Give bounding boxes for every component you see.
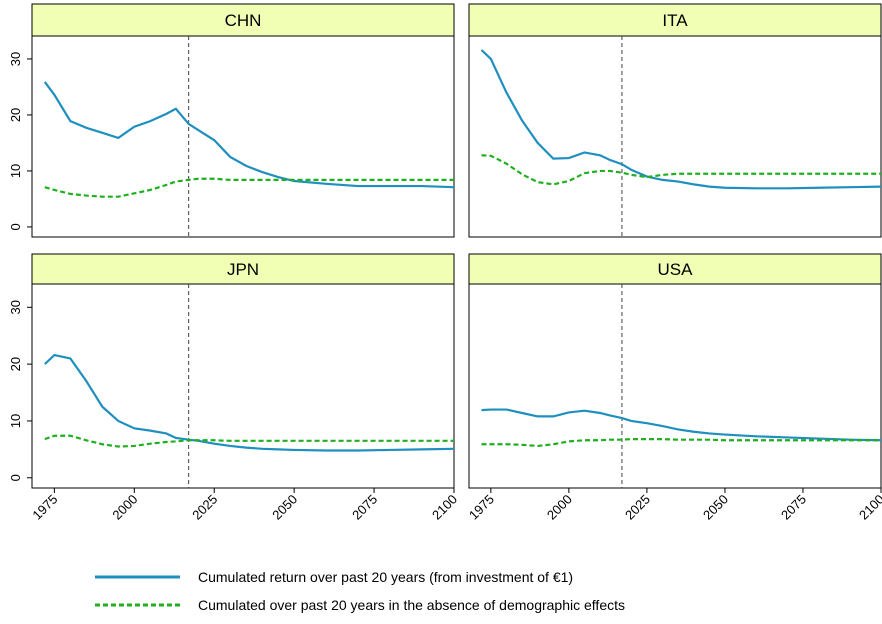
legend-label: Cumulated over past 20 years in the abse… xyxy=(198,597,625,613)
x-tick-label: 2025 xyxy=(189,492,220,523)
x-tick-label: 2100 xyxy=(856,492,882,523)
plot-frame xyxy=(468,35,882,238)
x-tick-label: 2000 xyxy=(109,492,140,523)
series-line xyxy=(43,81,455,189)
panel-header xyxy=(468,3,882,37)
series-line xyxy=(480,49,882,190)
series-line xyxy=(481,438,881,448)
panel-title: CHN xyxy=(225,11,262,30)
y-tick-label: 20 xyxy=(8,108,23,122)
y-tick-label: 30 xyxy=(8,300,23,314)
panel-header xyxy=(468,253,882,285)
series-line xyxy=(44,177,454,198)
legend-label: Cumulated return over past 20 years (fro… xyxy=(198,569,573,585)
x-tick-label: 1975 xyxy=(29,492,60,523)
x-tick-label: 2075 xyxy=(349,492,380,523)
y-tick-label: 0 xyxy=(8,474,23,481)
x-tick-label: 1975 xyxy=(466,492,497,523)
plot-frame xyxy=(468,283,882,489)
y-tick-label: 10 xyxy=(8,414,23,428)
plot-frame xyxy=(31,283,455,489)
y-tick-label: 30 xyxy=(8,52,23,66)
x-tick-label: 2075 xyxy=(778,492,809,523)
x-tick-label: 2100 xyxy=(429,492,460,523)
panel-header xyxy=(31,3,455,37)
y-tick-label: 20 xyxy=(8,357,23,371)
series-line xyxy=(44,353,455,452)
y-tick-label: 0 xyxy=(8,223,23,230)
y-tick-label: 10 xyxy=(8,164,23,178)
x-tick-label: 2025 xyxy=(622,492,653,523)
panel-title: ITA xyxy=(662,11,688,30)
panel-title: JPN xyxy=(227,260,259,279)
series-line xyxy=(44,434,454,448)
plot-frame xyxy=(31,35,455,238)
x-tick-label: 2050 xyxy=(269,492,300,523)
x-tick-label: 2000 xyxy=(544,492,575,523)
series-line xyxy=(481,154,881,186)
x-tick-label: 2050 xyxy=(700,492,731,523)
panel-title: USA xyxy=(658,260,694,279)
series-line xyxy=(481,408,882,442)
